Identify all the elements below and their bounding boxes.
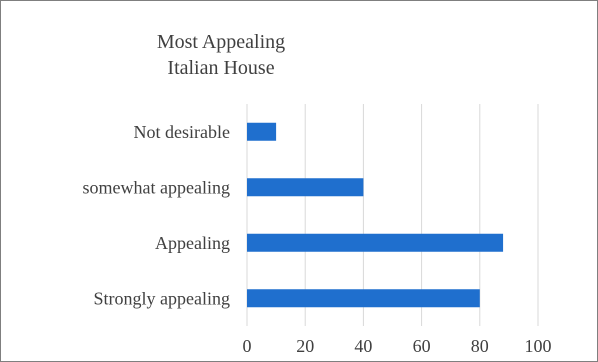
category-label: Appealing — [155, 233, 230, 253]
chart-title: Most Appealing Italian House — [121, 29, 321, 81]
chart-title-line-2: Italian House — [167, 57, 275, 79]
x-tick-label: 40 — [354, 336, 372, 356]
x-tick-label: 60 — [413, 336, 431, 356]
bar — [247, 178, 364, 197]
bar — [247, 289, 480, 308]
bar — [247, 122, 277, 141]
category-label: Strongly appealing — [94, 288, 230, 308]
x-tick-labels: 0 20 40 60 80 100 — [243, 336, 552, 356]
x-tick-label: 0 — [243, 336, 252, 356]
bars — [247, 122, 504, 308]
chart-title-line-1: Most Appealing — [156, 31, 286, 53]
category-label: somewhat appealing — [83, 177, 230, 197]
x-tick-label: 80 — [471, 336, 489, 356]
category-labels: Not desirable somewhat appealing Appealing… — [83, 122, 230, 309]
x-tick-label: 100 — [525, 336, 552, 356]
bar — [247, 233, 504, 252]
category-label: Not desirable — [134, 122, 230, 142]
gridlines — [246, 104, 539, 326]
x-tick-label: 20 — [296, 336, 314, 356]
